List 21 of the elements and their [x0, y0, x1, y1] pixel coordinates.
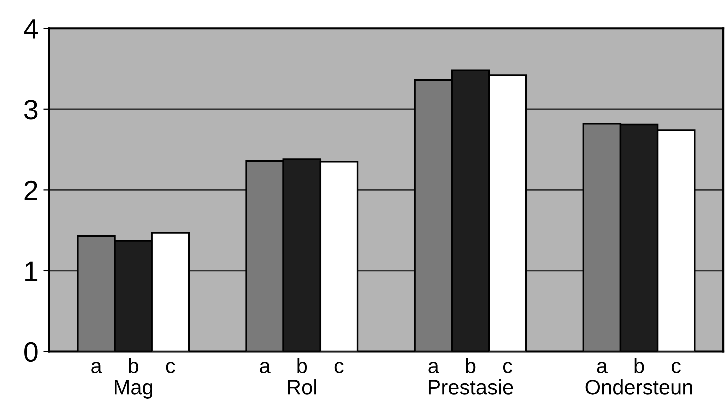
x-tick-label: Prestasie: [428, 380, 514, 395]
y-tick-label: 2: [24, 180, 38, 200]
y-tick-label: 4: [24, 20, 38, 39]
text: a: [260, 362, 271, 374]
text: b: [634, 358, 644, 374]
series-label: b: [129, 358, 138, 374]
text: a: [597, 362, 608, 374]
x-tick-label: Mag: [115, 380, 153, 399]
text: b: [298, 358, 308, 374]
y-tick-label: 0: [24, 342, 38, 362]
y-tick-label: 1: [26, 262, 38, 282]
series-label: c: [166, 362, 176, 374]
x-tick-label: Ondersteun: [586, 380, 692, 395]
x-tick-label: Rol: [288, 380, 316, 395]
series-label: a: [92, 362, 102, 374]
text: c: [334, 362, 344, 374]
text: a: [428, 362, 440, 374]
text: c: [503, 362, 512, 374]
text: b: [466, 358, 476, 374]
text: c: [672, 362, 682, 374]
y-tick-label: 3: [24, 100, 38, 120]
